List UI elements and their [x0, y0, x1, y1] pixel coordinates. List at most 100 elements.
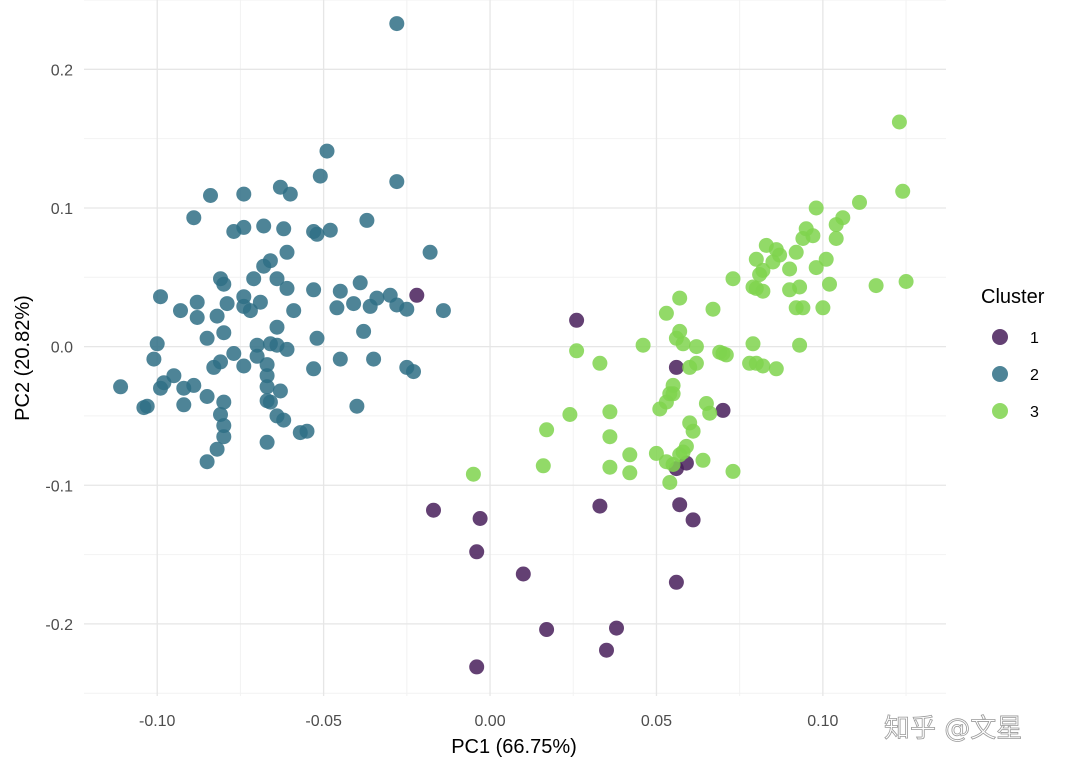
legend: Cluster 1 2 3: [981, 286, 1045, 421]
data-point-cluster-3: [535, 458, 551, 474]
data-point-cluster-3: [592, 355, 608, 371]
data-point-cluster-3: [745, 336, 761, 352]
data-point-cluster-1: [672, 497, 688, 513]
x-tick-label: 0.00: [474, 713, 505, 730]
legend-items: 1 2 3: [992, 329, 1039, 421]
data-point-cluster-1: [599, 642, 614, 658]
data-point-cluster-2: [199, 330, 215, 346]
data-point-cluster-2: [399, 301, 415, 317]
data-point-cluster-3: [891, 114, 907, 130]
data-point-cluster-2: [203, 188, 218, 203]
data-point-cluster-3: [898, 274, 914, 289]
data-point-cluster-3: [562, 407, 578, 422]
y-tick-label: 0.2: [51, 62, 73, 79]
legend-key-cluster-3: [992, 403, 1008, 419]
data-point-cluster-3: [648, 445, 664, 461]
data-point-cluster-2: [259, 379, 275, 395]
data-point-cluster-3: [652, 401, 668, 417]
x-tick-label: -0.10: [139, 713, 176, 730]
data-point-cluster-1: [592, 498, 608, 514]
x-tick-label: 0.05: [641, 713, 672, 730]
data-point-cluster-2: [352, 275, 368, 291]
data-point-cluster-2: [279, 280, 295, 296]
data-point-cluster-3: [792, 337, 808, 353]
data-point-cluster-3: [795, 300, 811, 316]
data-point-cluster-2: [252, 294, 268, 310]
data-point-cluster-2: [279, 341, 295, 357]
data-point-cluster-2: [256, 218, 272, 234]
data-point-cluster-3: [768, 361, 784, 377]
data-point-cluster-2: [153, 380, 168, 396]
data-point-cluster-3: [665, 457, 681, 472]
data-point-cluster-2: [199, 454, 215, 470]
legend-key-cluster-1: [992, 329, 1008, 345]
data-point-cluster-2: [282, 186, 298, 202]
points-layer: [113, 16, 914, 675]
data-point-cluster-3: [822, 276, 837, 292]
data-point-cluster-1: [715, 402, 731, 418]
data-point-cluster-3: [718, 347, 734, 363]
data-point-cluster-3: [758, 237, 774, 253]
data-point-cluster-2: [259, 368, 275, 384]
data-point-cluster-3: [688, 339, 704, 355]
data-point-cluster-2: [306, 361, 322, 377]
data-point-cluster-2: [389, 16, 405, 32]
data-point-cluster-2: [219, 296, 235, 312]
data-point-cluster-1: [469, 544, 485, 560]
data-point-cluster-3: [755, 358, 771, 374]
data-point-cluster-2: [269, 271, 285, 287]
data-point-cluster-1: [685, 512, 701, 528]
data-point-cluster-3: [835, 210, 851, 226]
data-point-cluster-2: [306, 282, 322, 298]
data-point-cluster-1: [668, 574, 684, 590]
data-point-cluster-3: [765, 254, 781, 270]
data-point-cluster-3: [742, 355, 758, 371]
data-point-cluster-3: [895, 183, 911, 199]
data-point-cluster-3: [685, 423, 701, 439]
data-point-cluster-2: [173, 303, 188, 319]
data-point-cluster-1: [426, 502, 441, 518]
data-point-cluster-3: [782, 261, 798, 277]
data-point-cluster-1: [539, 622, 555, 637]
legend-title: Cluster: [981, 286, 1045, 308]
legend-label-cluster-2: 2: [1030, 367, 1039, 384]
y-tick-label: 0.0: [51, 340, 73, 357]
data-point-cluster-2: [153, 289, 168, 305]
data-point-cluster-2: [322, 222, 338, 238]
data-point-cluster-2: [149, 336, 165, 352]
data-point-cluster-2: [246, 271, 262, 287]
data-point-cluster-1: [569, 312, 585, 328]
data-point-cluster-3: [678, 438, 694, 454]
data-point-cluster-3: [658, 305, 674, 321]
y-tick-label: 0.1: [51, 201, 73, 218]
data-point-cluster-2: [286, 303, 302, 319]
data-point-cluster-3: [702, 405, 718, 421]
legend-label-cluster-3: 3: [1030, 404, 1039, 421]
data-point-cluster-2: [312, 168, 328, 184]
data-point-cluster-2: [359, 212, 375, 228]
data-point-cluster-2: [216, 418, 232, 434]
data-point-cluster-3: [755, 283, 771, 299]
data-point-cluster-2: [299, 423, 315, 439]
data-point-cluster-2: [256, 258, 272, 274]
data-point-cluster-3: [635, 337, 651, 353]
data-point-cluster-2: [189, 294, 205, 310]
data-point-cluster-2: [186, 377, 202, 393]
y-tick-label: -0.2: [45, 617, 73, 634]
data-point-cluster-2: [226, 224, 242, 239]
watermark: 知乎 @文星: [884, 714, 1022, 744]
data-point-cluster-2: [332, 351, 348, 367]
data-point-cluster-1: [668, 359, 684, 375]
data-point-cluster-3: [748, 251, 764, 267]
data-point-cluster-2: [209, 441, 225, 457]
data-point-cluster-2: [176, 397, 192, 413]
data-point-cluster-1: [469, 659, 485, 675]
data-point-cluster-3: [792, 279, 808, 295]
data-point-cluster-2: [226, 346, 242, 361]
data-point-cluster-1: [515, 566, 531, 582]
data-point-cluster-3: [868, 278, 884, 294]
data-point-cluster-2: [356, 323, 372, 339]
data-point-cluster-2: [216, 325, 232, 341]
x-tick-labels: -0.10 -0.05 0.00 0.05 0.10: [139, 713, 839, 730]
